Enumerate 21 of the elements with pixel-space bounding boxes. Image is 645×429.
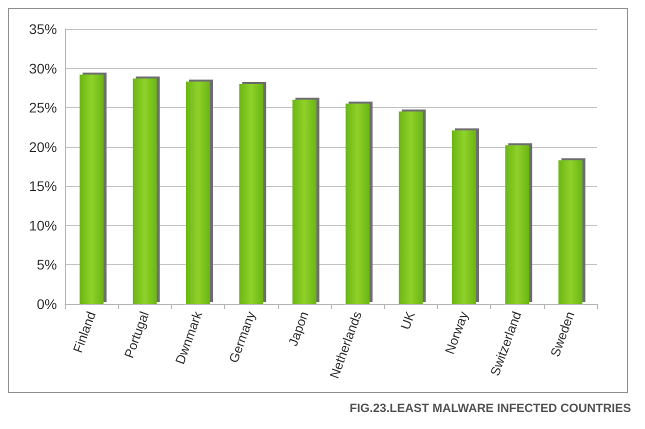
- bar: [239, 84, 264, 304]
- bar: [346, 104, 370, 304]
- bar: [80, 74, 104, 304]
- x-tick-label: UK: [398, 309, 418, 332]
- y-tick-label: 15%: [28, 178, 57, 194]
- x-tick-label: Japon: [285, 309, 312, 348]
- bar: [132, 78, 157, 304]
- y-tick-label: 25%: [28, 100, 57, 116]
- y-tick-label: 30%: [28, 60, 57, 76]
- caption: FIG.23.LEAST MALWARE INFECTED COUNTRIES: [348, 401, 632, 415]
- bar: [292, 100, 316, 304]
- bar: [505, 145, 530, 304]
- y-tick-label: 35%: [28, 21, 57, 37]
- y-tick-label: 10%: [28, 217, 57, 234]
- bar: [186, 82, 210, 304]
- bar: [452, 130, 476, 304]
- y-tick-label: 0%: [36, 296, 57, 312]
- y-tick-label: 5%: [36, 256, 57, 273]
- bar: [558, 160, 582, 304]
- bar: [398, 112, 423, 304]
- y-tick-label: 20%: [28, 138, 57, 155]
